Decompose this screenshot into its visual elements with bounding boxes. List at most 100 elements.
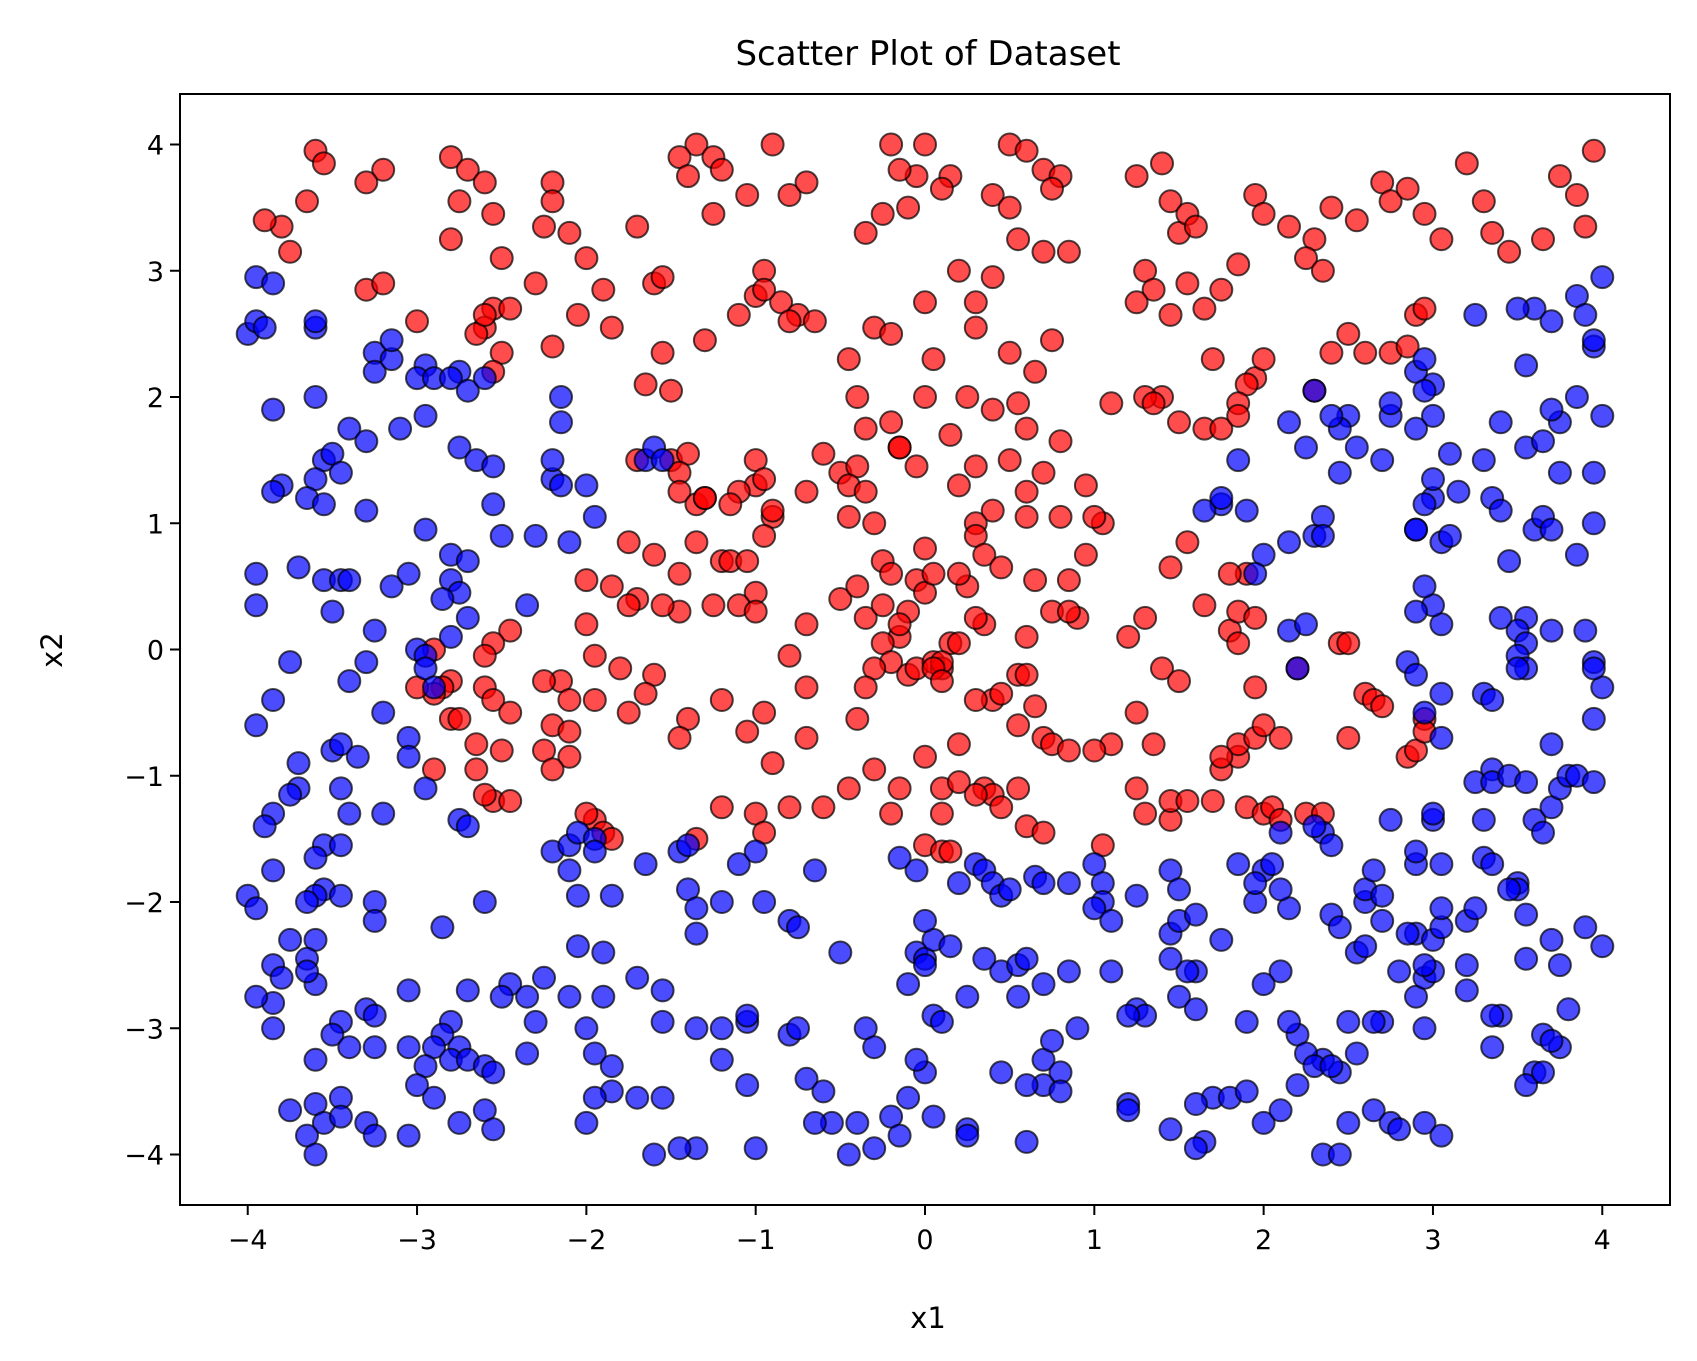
- scatter-point: [1480, 852, 1505, 877]
- scatter-point: [278, 650, 303, 675]
- scatter-point: [633, 372, 658, 397]
- scatter-point: [244, 984, 269, 1009]
- scatter-point: [1056, 871, 1081, 896]
- scatter-point: [337, 416, 362, 441]
- scatter-point: [963, 605, 988, 630]
- scatter-point: [1547, 164, 1572, 189]
- scatter-point: [1116, 1098, 1141, 1123]
- scatter-point: [963, 782, 988, 807]
- scatter-point: [879, 561, 904, 586]
- scatter-point: [836, 776, 861, 801]
- scatter-point: [684, 896, 709, 921]
- scatter-point: [328, 1104, 353, 1129]
- scatter-point: [1082, 896, 1107, 921]
- scatter-point: [929, 801, 954, 826]
- scatter-point: [278, 1098, 303, 1123]
- scatter-point: [1031, 820, 1056, 845]
- scatter-point: [887, 435, 912, 460]
- scatter-point: [1480, 1003, 1505, 1028]
- scatter-point: [557, 719, 582, 744]
- scatter-point: [1023, 694, 1048, 719]
- scatter-point: [438, 145, 463, 170]
- scatter-point: [1006, 713, 1031, 738]
- scatter-point: [845, 1110, 870, 1135]
- scatter-point: [667, 1136, 692, 1161]
- scatter-point: [430, 587, 455, 611]
- scatter-point: [862, 1035, 887, 1060]
- scatter-point: [1497, 239, 1522, 264]
- scatter-point: [1226, 631, 1251, 656]
- scatter-point: [1387, 959, 1412, 984]
- scatter-point: [1336, 321, 1361, 346]
- scatter-point: [557, 984, 582, 1009]
- scatter-point: [684, 530, 709, 555]
- scatter-point: [650, 265, 675, 290]
- scatter-point: [1268, 820, 1293, 845]
- scatter-point: [489, 523, 514, 548]
- scatter-point: [896, 195, 921, 220]
- scatter-point: [709, 688, 734, 712]
- scatter-point: [616, 700, 641, 725]
- scatter-point: [438, 624, 463, 649]
- scatter-point: [1319, 195, 1344, 220]
- scatter-point: [481, 1117, 506, 1142]
- scatter-point: [498, 618, 523, 643]
- scatter-point: [278, 782, 303, 807]
- scatter-point: [1497, 877, 1522, 902]
- scatter-point: [599, 1054, 624, 1079]
- scatter-point: [946, 770, 971, 795]
- scatter-point: [1539, 927, 1564, 952]
- scatter-point: [1260, 852, 1285, 877]
- scatter-point: [1590, 934, 1615, 959]
- scatter-point: [1192, 593, 1217, 618]
- scatter-point: [1251, 713, 1276, 738]
- x-tick-label: −2: [566, 1225, 606, 1256]
- scatter-point: [1006, 391, 1031, 416]
- scatter-point: [989, 555, 1014, 580]
- y-tick-label: −1: [124, 762, 164, 793]
- scatter-point: [1412, 1110, 1437, 1135]
- scatter-point: [946, 631, 971, 656]
- scatter-point: [1285, 656, 1310, 681]
- scatter-point: [1268, 725, 1293, 750]
- scatter-point: [455, 605, 480, 630]
- scatter-point: [1175, 789, 1200, 813]
- y-tick-label: −2: [124, 888, 164, 919]
- scatter-point: [777, 795, 802, 820]
- scatter-point: [972, 946, 997, 971]
- scatter-point: [1454, 978, 1479, 1003]
- scatter-point: [802, 858, 827, 883]
- scatter-point: [1412, 1016, 1437, 1041]
- scatter-point: [701, 201, 726, 226]
- scatter-point: [650, 593, 675, 618]
- scatter-point: [692, 328, 717, 353]
- scatter-point: [1302, 814, 1327, 839]
- scatter-point: [913, 536, 937, 561]
- scatter-point: [709, 795, 734, 820]
- scatter-point: [802, 1110, 827, 1135]
- scatter-point: [1065, 1016, 1090, 1041]
- scatter-point: [1040, 176, 1064, 201]
- scatter-point: [845, 385, 870, 409]
- scatter-point: [337, 669, 362, 694]
- scatter-point: [261, 271, 286, 296]
- scatter-point: [1564, 542, 1589, 567]
- scatter-point: [413, 776, 438, 801]
- scatter-point: [904, 858, 929, 883]
- scatter-point: [405, 1073, 429, 1098]
- scatter-point: [396, 561, 421, 586]
- scatter-point: [1048, 429, 1073, 454]
- scatter-point: [574, 612, 599, 637]
- scatter-point: [1590, 265, 1615, 290]
- scatter-point: [337, 1035, 362, 1060]
- scatter-point: [379, 574, 404, 599]
- scatter-point: [853, 605, 878, 630]
- scatter-point: [1539, 397, 1564, 422]
- scatter-point: [997, 448, 1022, 473]
- scatter-point: [261, 1016, 286, 1041]
- scatter-point: [709, 890, 734, 914]
- scatter-point: [1395, 334, 1420, 359]
- scatter-point: [1014, 479, 1039, 504]
- scatter-point: [709, 1047, 734, 1072]
